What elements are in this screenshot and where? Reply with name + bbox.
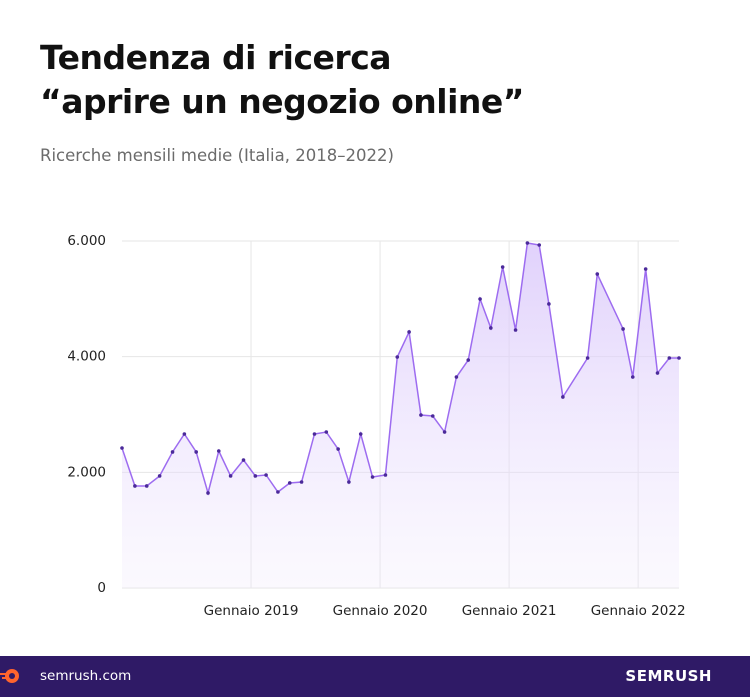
point [442, 430, 447, 434]
point [585, 356, 590, 360]
point [547, 302, 551, 306]
point [655, 371, 660, 375]
x-tick-label: Gennaio 2020 [333, 603, 428, 619]
point [324, 430, 329, 434]
x-tick-label: Gennaio 2019 [204, 603, 299, 619]
point [513, 328, 518, 332]
y-tick-label: 6.000 [67, 233, 106, 249]
point [194, 450, 198, 454]
point [336, 447, 340, 451]
point [383, 473, 388, 477]
point [241, 458, 246, 462]
footer-site: semrush.com [40, 668, 132, 684]
footer: semrush.com SEMRUSH [0, 656, 750, 697]
point [264, 473, 268, 477]
y-tick-label: 4.000 [67, 349, 106, 365]
point [206, 491, 210, 495]
line [121, 242, 679, 496]
chart-subtitle: Ricerche mensili medie (Italia, 2018–202… [40, 146, 394, 165]
x-tick-label: Gennaio 2022 [591, 603, 686, 619]
point [120, 446, 124, 450]
point [500, 265, 505, 269]
point [630, 375, 635, 379]
point [478, 297, 482, 301]
point [621, 327, 625, 331]
point [253, 474, 258, 478]
point [454, 375, 459, 379]
point [419, 413, 423, 417]
chart-title: Tendenza di ricerca “aprire un negozio o… [40, 38, 524, 121]
point [370, 475, 375, 479]
point [595, 272, 600, 276]
point [561, 395, 565, 399]
point [643, 267, 648, 271]
y-tick-label: 2.000 [67, 464, 106, 480]
area [122, 243, 679, 588]
point [170, 450, 175, 454]
point [466, 358, 471, 362]
point [677, 356, 681, 360]
point [407, 330, 411, 334]
point [430, 414, 435, 418]
point [157, 474, 162, 478]
point [299, 480, 304, 484]
point [276, 490, 280, 494]
point [287, 481, 292, 485]
point [347, 480, 351, 484]
point [667, 356, 672, 360]
point [525, 241, 530, 245]
point [182, 432, 187, 436]
y-tick-label: 0 [97, 580, 106, 596]
point [133, 484, 137, 488]
point [537, 243, 542, 247]
x-tick-label: Gennaio 2021 [462, 603, 557, 619]
logo-icon [0, 669, 19, 683]
point [358, 432, 363, 436]
point [395, 355, 400, 359]
point [228, 474, 233, 478]
chart: 0 2.000 4.000 6.000 Gennaio 2019 Gennaio 2020… [67, 233, 686, 619]
point [216, 449, 221, 453]
point [144, 484, 149, 488]
point [489, 326, 493, 330]
point [312, 432, 317, 436]
footer-brand: SEMRUSH [625, 667, 712, 685]
